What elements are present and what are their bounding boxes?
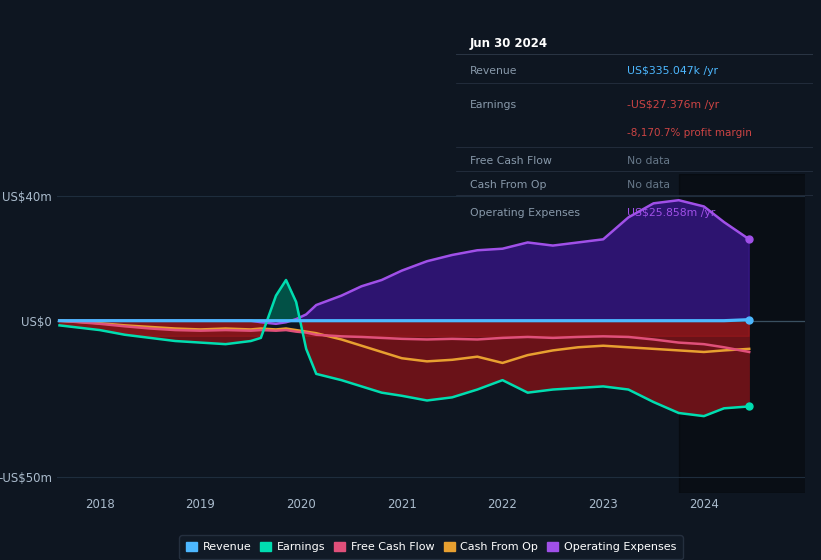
Text: -US$27.376m /yr: -US$27.376m /yr (627, 100, 719, 110)
Legend: Revenue, Earnings, Free Cash Flow, Cash From Op, Operating Expenses: Revenue, Earnings, Free Cash Flow, Cash … (179, 535, 683, 559)
Text: No data: No data (627, 156, 670, 166)
Text: Operating Expenses: Operating Expenses (470, 208, 580, 218)
Text: Cash From Op: Cash From Op (470, 180, 547, 190)
Text: US$335.047k /yr: US$335.047k /yr (627, 66, 718, 76)
Text: -8,170.7% profit margin: -8,170.7% profit margin (627, 128, 752, 138)
Text: Jun 30 2024: Jun 30 2024 (470, 38, 548, 50)
Text: Revenue: Revenue (470, 66, 517, 76)
Text: US$25.858m /yr: US$25.858m /yr (627, 208, 715, 218)
Bar (679, 174, 821, 493)
Text: Earnings: Earnings (470, 100, 517, 110)
Text: No data: No data (627, 180, 670, 190)
Text: Free Cash Flow: Free Cash Flow (470, 156, 552, 166)
